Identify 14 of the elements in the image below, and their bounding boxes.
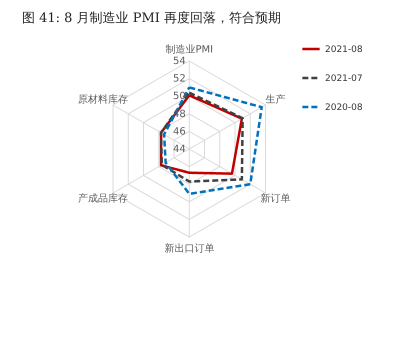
spoke-label: 新出口订单 bbox=[164, 242, 214, 254]
legend-label: 2021-07 bbox=[325, 74, 363, 84]
y-tick-label: 44 bbox=[173, 144, 186, 155]
spoke-label: 制造业PMI bbox=[165, 44, 214, 56]
y-tick-label: 52 bbox=[173, 74, 186, 85]
legend-label: 2021-08 bbox=[325, 45, 363, 55]
y-tick-label: 54 bbox=[173, 56, 186, 67]
legend-label: 2020-08 bbox=[325, 103, 363, 113]
spoke-label: 产成品库存 bbox=[78, 192, 128, 205]
y-tick-label: 46 bbox=[173, 126, 186, 138]
chart-title: 图 41: 8 月制造业 PMI 再度回落，符合预期 bbox=[22, 10, 282, 26]
spoke-label: 新订单 bbox=[260, 192, 290, 205]
spoke-label: 生产 bbox=[265, 93, 286, 106]
spoke-label: 原材料库存 bbox=[78, 93, 128, 106]
